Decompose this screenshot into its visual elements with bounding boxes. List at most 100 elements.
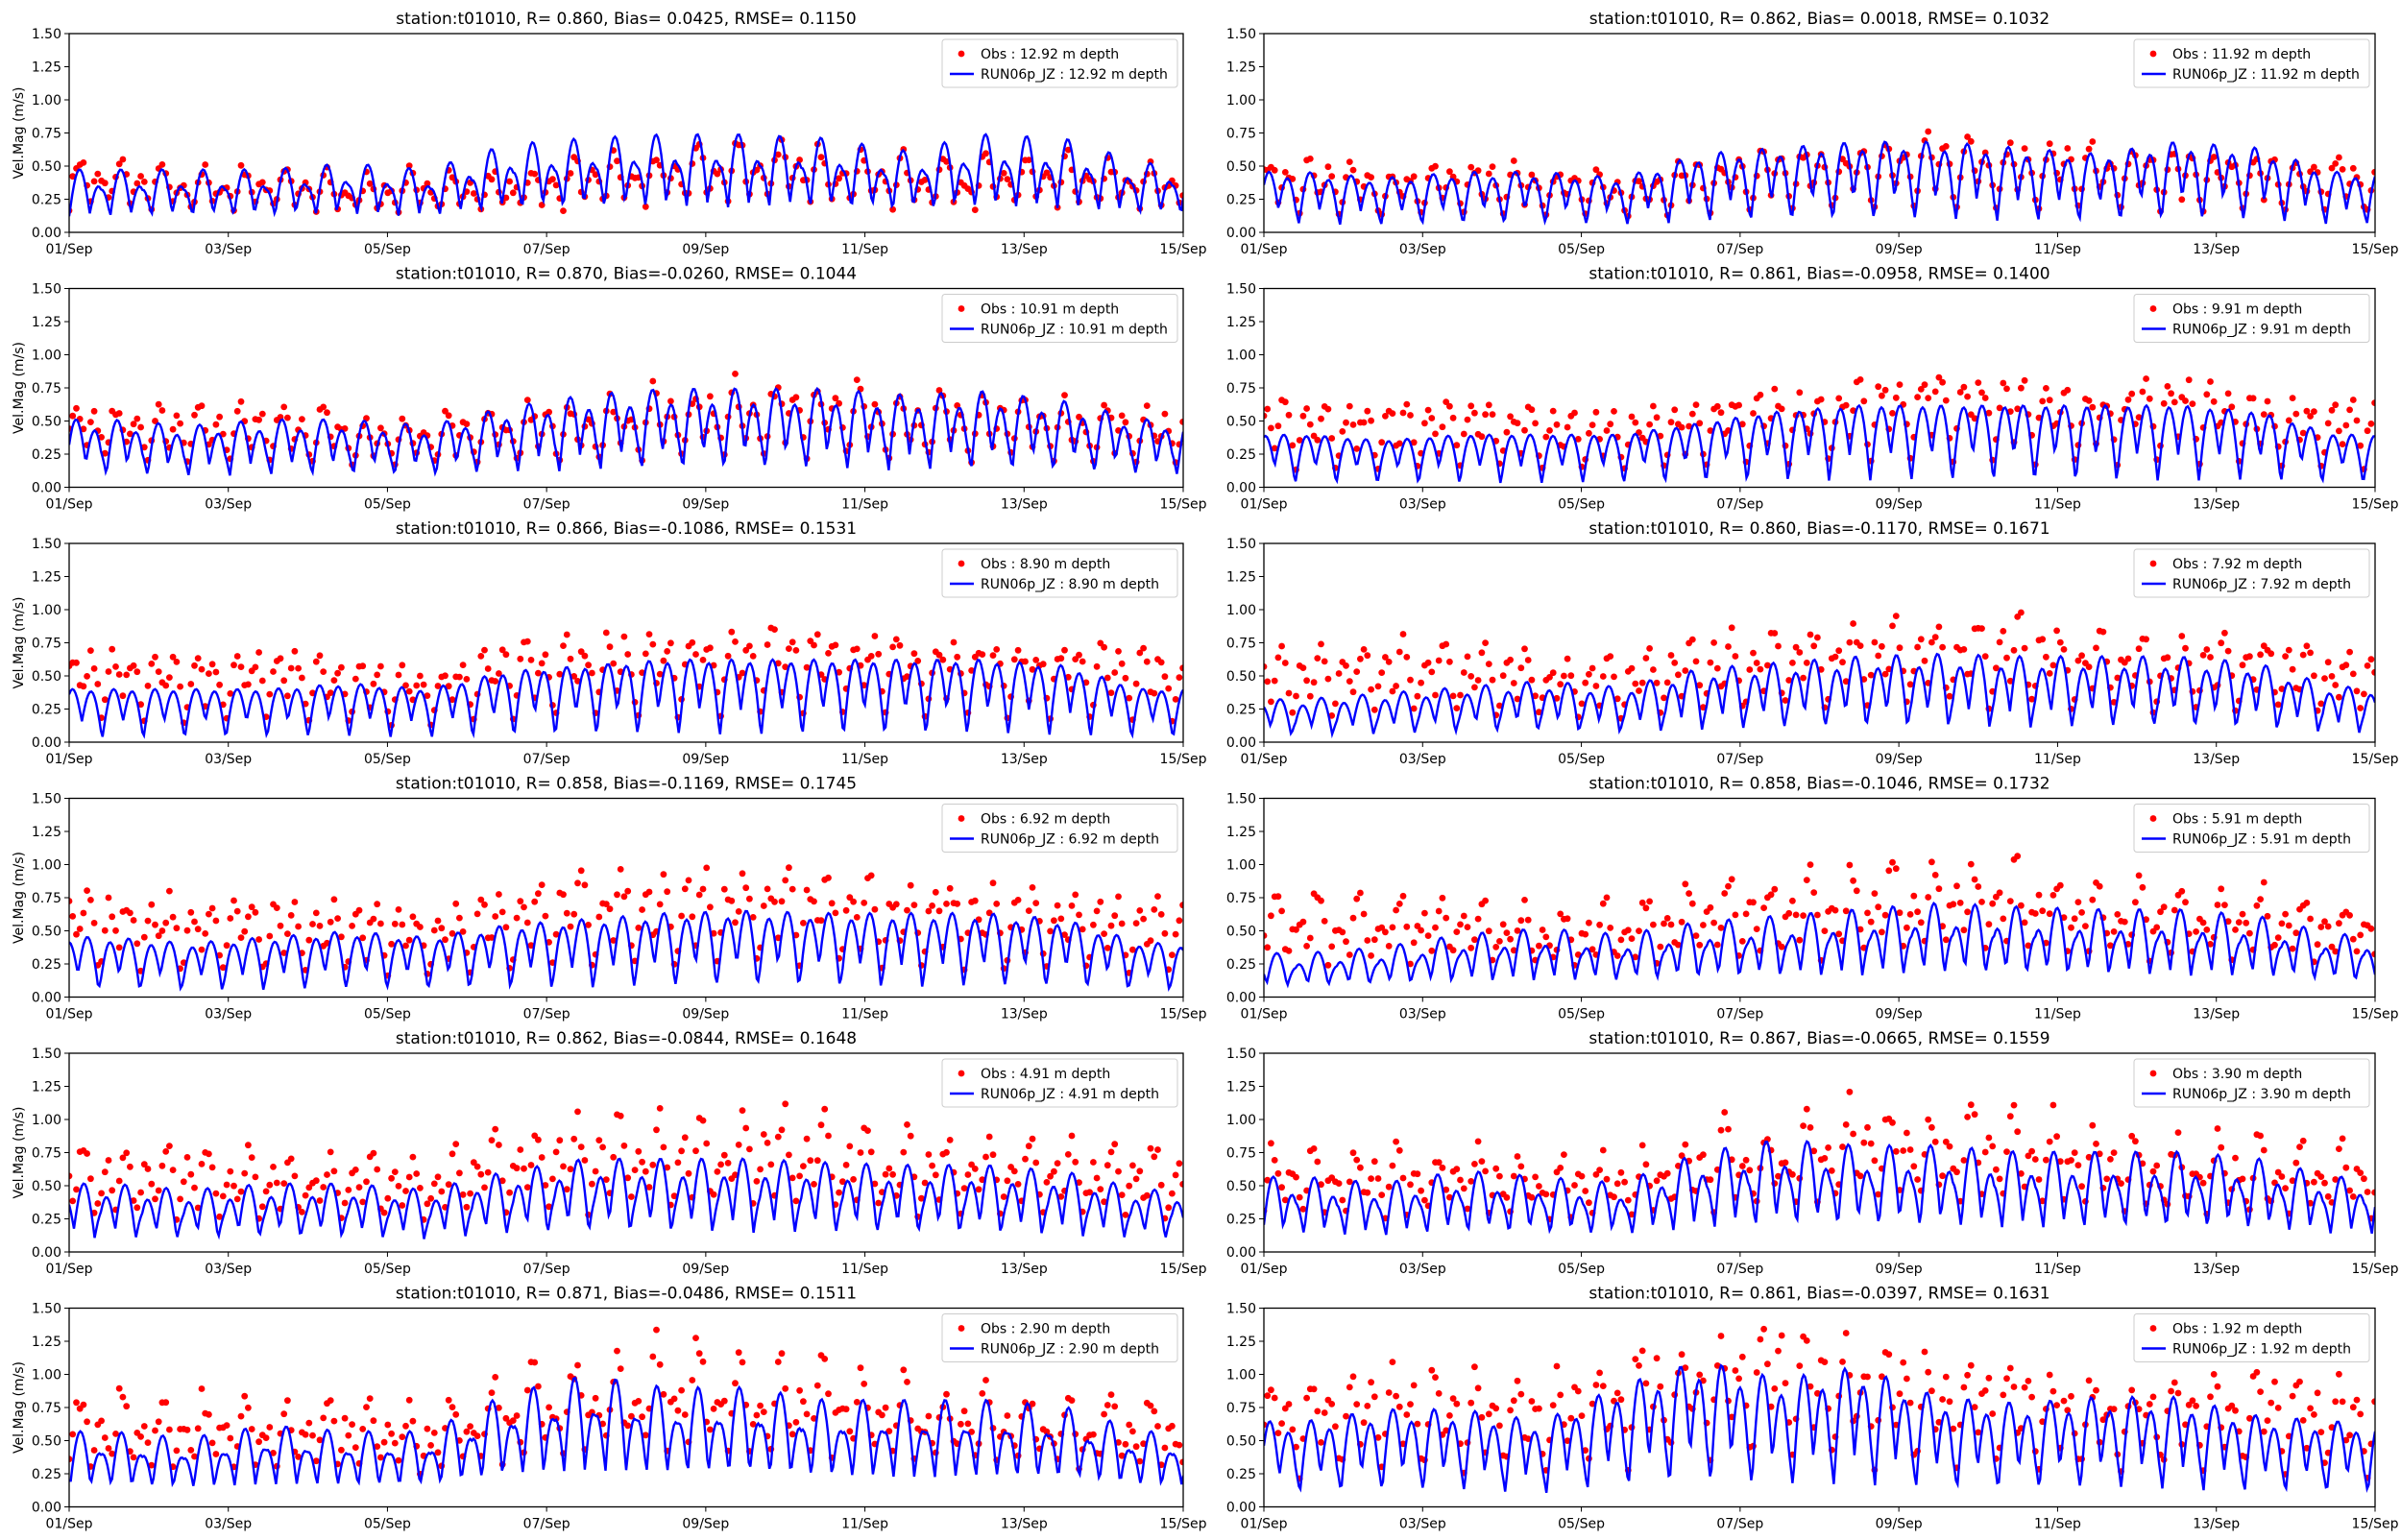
obs-point	[867, 1148, 875, 1156]
obs-point	[1835, 395, 1843, 402]
y-tick-label: 1.00	[1226, 1368, 1256, 1384]
obs-point	[1981, 653, 1989, 660]
obs-point	[349, 923, 355, 929]
obs-point	[2311, 408, 2317, 415]
obs-point	[69, 898, 73, 904]
obs-point	[1996, 638, 2003, 646]
obs-point	[496, 1405, 502, 1411]
obs-point	[1831, 653, 1839, 661]
y-tick-label: 0.00	[1226, 991, 1256, 1006]
obs-point	[1592, 683, 1600, 689]
obs-point	[943, 1390, 950, 1398]
obs-point	[735, 1142, 742, 1148]
obs-point	[1596, 1369, 1603, 1377]
obs-point	[1014, 646, 1022, 654]
obs-point	[155, 668, 162, 675]
obs-point	[1900, 1147, 1907, 1154]
obs-point	[1881, 911, 1889, 919]
obs-point	[206, 1150, 212, 1158]
obs-point	[509, 1417, 517, 1424]
obs-point	[989, 1151, 997, 1159]
obs-point	[610, 937, 618, 944]
obs-point	[459, 1191, 467, 1198]
obs-point	[80, 909, 87, 917]
obs-point	[689, 1377, 696, 1384]
obs-point	[1496, 938, 1503, 945]
obs-point	[1343, 1412, 1349, 1420]
obs-point	[649, 640, 657, 648]
obs-point	[2193, 928, 2200, 935]
obs-point	[1172, 1171, 1179, 1179]
obs-point	[395, 906, 402, 913]
obs-point	[1885, 867, 1893, 875]
obs-point	[1281, 1405, 1289, 1412]
obs-point	[1072, 656, 1079, 662]
obs-point	[742, 1124, 750, 1132]
obs-point	[832, 395, 839, 402]
x-tick-label: 03/Sep	[1399, 1517, 1446, 1532]
obs-point	[2324, 659, 2332, 666]
obs-point	[602, 901, 610, 907]
obs-point	[782, 663, 789, 670]
obs-point	[233, 907, 241, 915]
obs-point	[241, 927, 249, 935]
obs-point	[1169, 951, 1176, 958]
obs-point	[1278, 1184, 1285, 1191]
y-tick-label: 0.75	[1226, 1146, 1256, 1162]
y-tick-label: 0.50	[32, 1434, 61, 1450]
obs-point	[1132, 1443, 1140, 1451]
obs-point	[312, 658, 320, 665]
obs-point	[1775, 1347, 1782, 1355]
obs-point	[681, 885, 689, 893]
obs-point	[792, 1197, 800, 1205]
y-tick-label: 0.25	[1226, 1467, 1256, 1482]
obs-point	[152, 921, 158, 928]
obs-point	[1942, 143, 1950, 150]
obs-point	[2053, 627, 2061, 635]
model-series-line	[69, 1376, 1183, 1488]
obs-point	[2039, 397, 2047, 405]
obs-point	[1642, 1161, 1650, 1168]
obs-point	[498, 908, 506, 916]
obs-point	[1839, 1143, 1846, 1150]
obs-point	[2289, 395, 2296, 401]
obs-point	[442, 672, 449, 680]
obs-point	[115, 671, 123, 678]
obs-point	[1474, 677, 1482, 684]
obs-series	[1264, 1325, 2375, 1482]
obs-point	[2349, 935, 2357, 943]
obs-point	[517, 655, 524, 662]
obs-point	[1303, 1394, 1310, 1402]
obs-point	[1039, 661, 1047, 668]
obs-point	[523, 397, 531, 403]
obs-point	[850, 1176, 857, 1183]
obs-point	[1553, 1362, 1561, 1370]
x-tick-label: 01/Sep	[1241, 242, 1288, 257]
obs-point	[1578, 700, 1586, 708]
obs-point	[2303, 900, 2311, 906]
obs-point	[724, 652, 732, 660]
obs-point	[388, 1174, 395, 1182]
obs-point	[774, 660, 782, 667]
obs-point	[581, 1157, 589, 1164]
y-tick-label: 0.50	[32, 925, 61, 940]
obs-point	[291, 647, 299, 655]
obs-point	[1061, 646, 1068, 654]
obs-point	[1349, 688, 1357, 696]
obs-point	[1653, 1177, 1661, 1185]
obs-point	[1653, 1355, 1661, 1362]
obs-point	[1582, 1188, 1589, 1194]
obs-point	[1764, 662, 1771, 669]
obs-point	[1051, 1167, 1057, 1175]
obs-point	[477, 653, 485, 660]
model-series-line	[1264, 1363, 2375, 1493]
obs-point	[2296, 1143, 2303, 1150]
obs-point	[1268, 424, 1274, 432]
obs-point	[703, 1140, 711, 1147]
y-tick-label: 1.50	[32, 1302, 61, 1317]
obs-point	[1385, 659, 1393, 665]
obs-point	[202, 930, 209, 937]
obs-point	[707, 393, 714, 400]
